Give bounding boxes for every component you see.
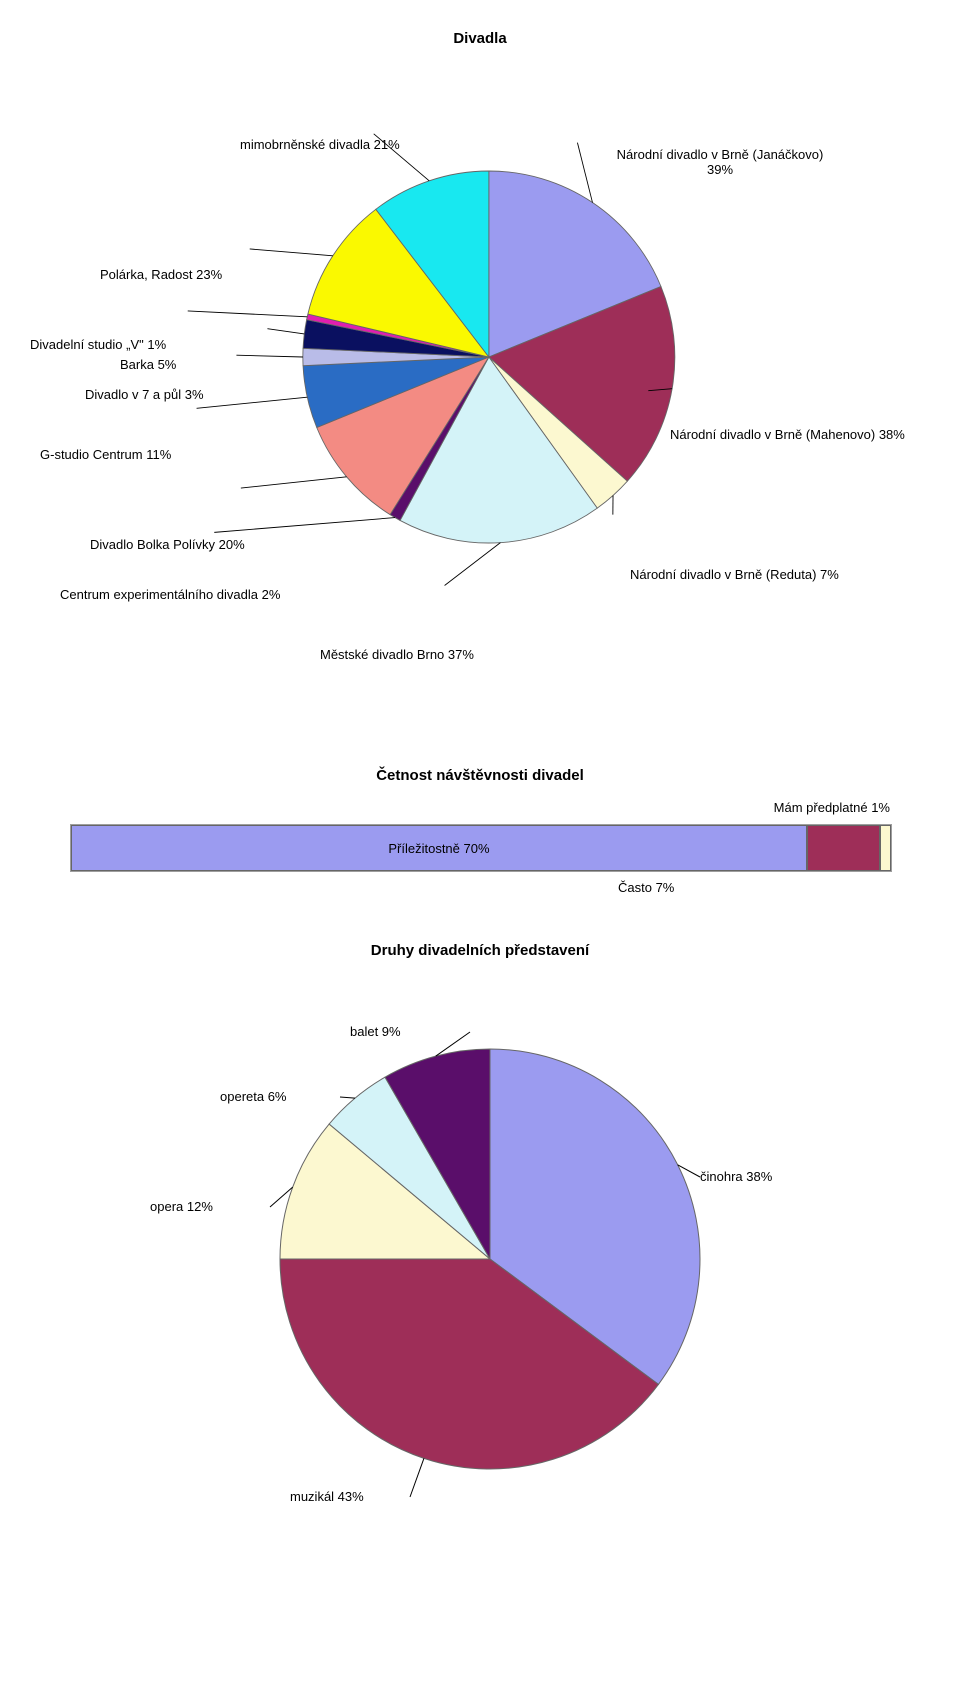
slice-label: Národní divadlo v Brně (Janáčkovo)39% (590, 147, 850, 177)
slice-label: mimobrněnské divadla 21% (240, 137, 400, 152)
slice-label: muzikál 43% (290, 1489, 364, 1504)
slice-label: Centrum experimentálního divadla 2% (60, 587, 280, 602)
bar-label-above: Mám předplatné 1% (774, 800, 890, 815)
pie-chart-druhy: činohra 38% muzikál 43% opera 12% opereta 6… (30, 999, 930, 1519)
slice-label: opera 12% (150, 1199, 213, 1214)
slice-label: Národní divadlo v Brně (Reduta) 7% (630, 567, 839, 582)
bar-segment (880, 825, 891, 871)
slice-label: opereta 6% (220, 1089, 287, 1104)
bar-label-below: Často 7% (618, 880, 674, 895)
slice-label: G-studio Centrum 11% (40, 447, 171, 462)
slice-label: Polárka, Radost 23% (100, 267, 222, 282)
bar-segment-label: Příležitostně 70% (72, 826, 806, 870)
chart3-title: Druhy divadelních představení (20, 942, 940, 959)
chart2-title: Četnost návštěvnosti divadel (20, 767, 940, 784)
slice-label: Barka 5% (120, 357, 176, 372)
bar-segment: Příležitostně 70% (71, 825, 807, 871)
slice-label: Divadlo Bolka Polívky 20% (90, 537, 245, 552)
stacked-bar: Příležitostně 70% (70, 824, 892, 872)
slice-label: Národní divadlo v Brně (Mahenovo) 38% (670, 427, 905, 442)
bar-segment (807, 825, 881, 871)
slice-label: Městské divadlo Brno 37% (320, 647, 474, 662)
pie-chart-divadla: Národní divadlo v Brně (Janáčkovo)39% Nár… (30, 87, 930, 707)
chart1-title: Divadla (20, 30, 940, 47)
slice-label: činohra 38% (700, 1169, 772, 1184)
slice-label: Divadelní studio „V" 1% (30, 337, 166, 352)
slice-label: balet 9% (350, 1024, 401, 1039)
slice-label: Divadlo v 7 a půl 3% (85, 387, 204, 402)
